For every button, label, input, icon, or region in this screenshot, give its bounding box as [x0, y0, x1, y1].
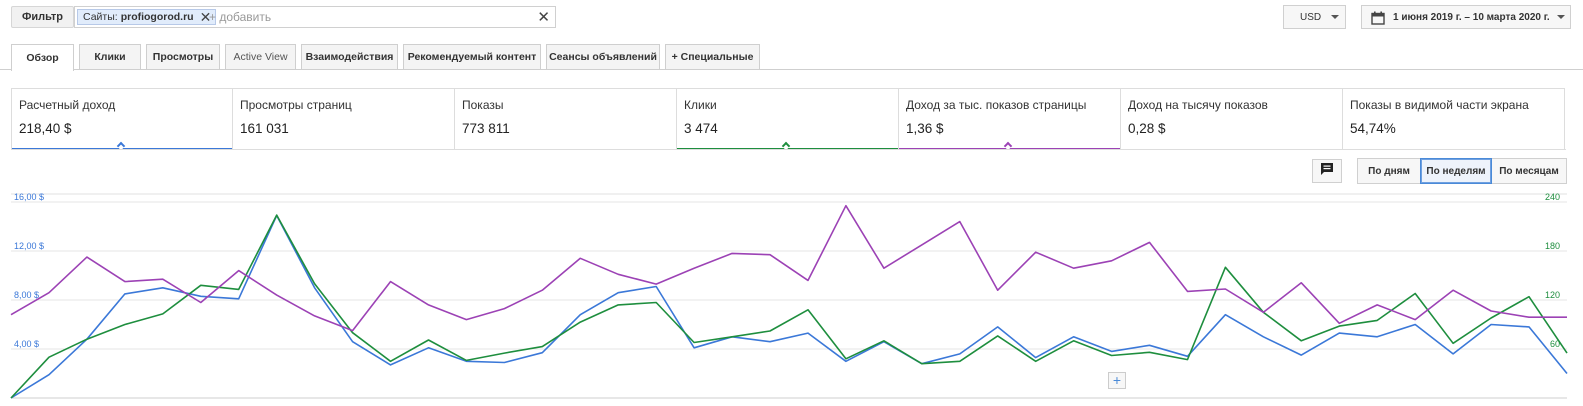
- tab-interactions[interactable]: Взаимодействия: [301, 44, 398, 69]
- right-axis-tick: 240: [1545, 192, 1560, 202]
- series-line-page-rpm: [10, 204, 1567, 332]
- period-weekly-button[interactable]: По неделям: [1420, 158, 1492, 184]
- chevron-down-icon: [1557, 15, 1565, 19]
- right-axis-tick: 180: [1545, 241, 1560, 251]
- tab-custom[interactable]: + Специальные: [665, 44, 760, 69]
- series-line-clicks: [10, 214, 1568, 399]
- metric-value: 3 474: [684, 121, 718, 136]
- date-range-label: 1 июня 2019 г. – 10 марта 2020 г.: [1393, 12, 1550, 23]
- chevron-down-icon: [1331, 15, 1339, 19]
- metric-label: Доход на тысячу показов: [1128, 98, 1268, 112]
- right-axis-tick: 60: [1550, 339, 1560, 349]
- tab-clicks[interactable]: Клики: [79, 44, 141, 69]
- left-axis-tick: 8,00 $: [14, 290, 39, 300]
- performance-chart: 16,00 $ 240 12,00 $ 180 8,00 $ 120 4,00 $ 60: [10, 192, 1568, 399]
- currency-value: USD: [1300, 12, 1322, 23]
- left-axis-tick: 16,00 $: [14, 192, 44, 202]
- date-range-picker[interactable]: 1 июня 2019 г. – 10 марта 2020 г.: [1361, 5, 1571, 29]
- left-axis-tick: 12,00 $: [14, 241, 44, 251]
- metric-value: 1,36 $: [906, 121, 944, 136]
- close-icon[interactable]: ✕: [199, 9, 212, 25]
- metric-estimated-revenue[interactable]: Расчетный доход 218,40 $: [11, 88, 233, 151]
- metric-label: Просмотры страниц: [240, 98, 352, 112]
- metric-label: Показы в видимой части экрана: [1350, 98, 1529, 112]
- tab-overview[interactable]: Обзор: [11, 44, 74, 71]
- comment-icon: [1320, 162, 1334, 181]
- filter-chip-site[interactable]: Сайты: profiogorod.ru ✕: [77, 9, 217, 25]
- tab-active-view[interactable]: Active View: [225, 44, 296, 69]
- plus-icon[interactable]: +: [1108, 372, 1126, 389]
- metric-value: 54,74%: [1350, 121, 1396, 136]
- calendar-icon: [1371, 11, 1385, 28]
- filter-input[interactable]: Сайты: profiogorod.ru ✕ + добавить ✕: [74, 6, 556, 28]
- metric-page-rpm[interactable]: Доход за тыс. показов страницы 1,36 $: [899, 88, 1121, 151]
- metric-viewability[interactable]: Показы в видимой части экрана 54,74%: [1343, 88, 1565, 150]
- metric-value: 161 031: [240, 121, 289, 136]
- period-monthly-button[interactable]: По месяцам: [1491, 158, 1567, 184]
- metric-page-views[interactable]: Просмотры страниц 161 031: [233, 88, 455, 150]
- tab-ad-sessions[interactable]: Сеансы объявлений: [546, 44, 660, 69]
- metric-label: Клики: [684, 98, 717, 112]
- clear-filter-icon[interactable]: ✕: [537, 9, 550, 26]
- metric-label: Показы: [462, 98, 504, 112]
- period-daily-button[interactable]: По дням: [1357, 158, 1421, 184]
- metric-value: 773 811: [462, 121, 510, 136]
- metric-impressions[interactable]: Показы 773 811: [455, 88, 677, 150]
- tab-recommended-content[interactable]: Рекомендуемый контент: [403, 44, 541, 69]
- annotation-button[interactable]: [1312, 159, 1342, 183]
- add-filter-placeholder[interactable]: + добавить: [209, 10, 272, 24]
- currency-select[interactable]: USD: [1283, 5, 1346, 29]
- filter-chip-prefix: Сайты:: [83, 11, 118, 23]
- metric-label: Доход за тыс. показов страницы: [906, 98, 1087, 112]
- metric-label: Расчетный доход: [19, 98, 116, 112]
- tabs-divider: [0, 69, 1583, 70]
- filter-chip-value: profiogorod.ru: [120, 11, 194, 23]
- metric-impression-rpm[interactable]: Доход на тысячу показов 0,28 $: [1121, 88, 1343, 150]
- left-axis-tick: 4,00 $: [14, 339, 39, 349]
- metric-value: 218,40 $: [19, 121, 72, 136]
- metric-clicks[interactable]: Клики 3 474: [677, 88, 899, 151]
- series-line-revenue: [10, 214, 1568, 399]
- right-axis-tick: 120: [1545, 290, 1560, 300]
- filter-button[interactable]: Фильтр: [11, 6, 74, 28]
- tab-views[interactable]: Просмотры: [146, 44, 220, 69]
- metric-value: 0,28 $: [1128, 121, 1166, 136]
- metrics-divider: [11, 149, 1566, 150]
